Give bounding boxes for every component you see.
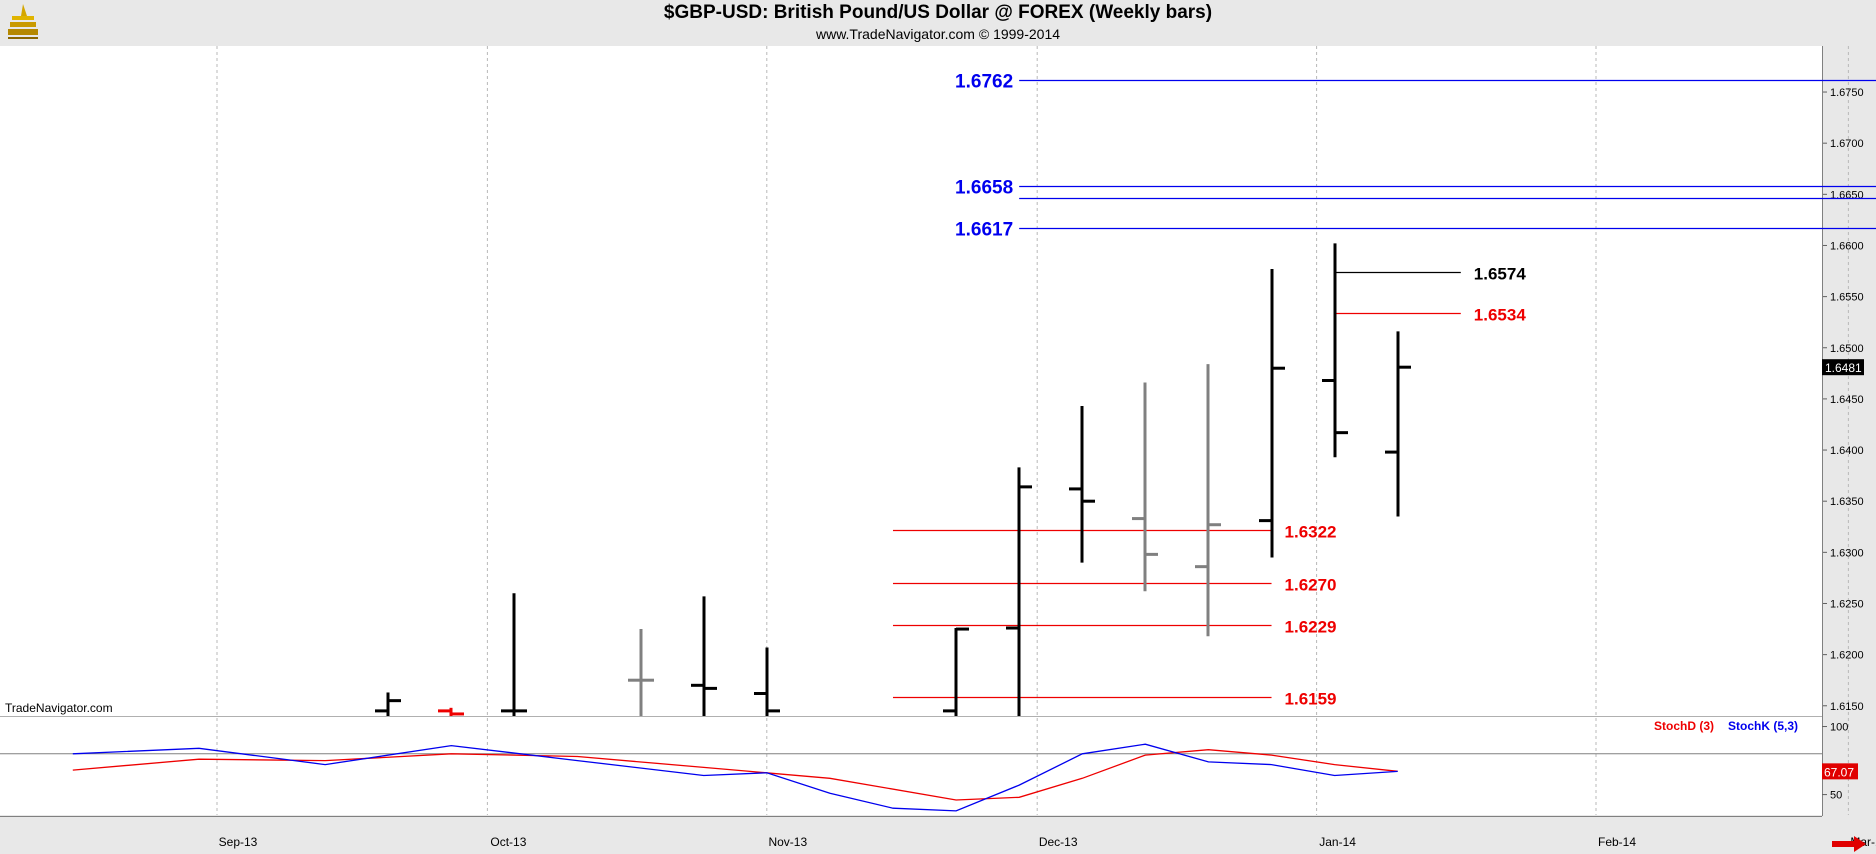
- stoch-k-line: [72, 743, 1398, 812]
- y-tick-label: 1.6450: [1830, 394, 1864, 406]
- stoch-panel: [0, 717, 1822, 815]
- level-label: 1.6658: [955, 178, 1013, 199]
- level-label: 1.6159: [1285, 690, 1337, 709]
- stoch-last-tag: [1822, 763, 1858, 780]
- ohlc-bar: [1385, 331, 1411, 517]
- level-label: 1.6229: [1285, 618, 1337, 637]
- last-price-tag: [1822, 359, 1864, 376]
- y-tick-label: 1.6500: [1830, 343, 1864, 355]
- level-label: 1.6617: [955, 220, 1013, 241]
- ohlc-bar: [1006, 467, 1032, 716]
- y-tick-label: 1.6250: [1830, 598, 1864, 610]
- y-tick-label: 1.6650: [1830, 189, 1864, 201]
- level-label: 1.6762: [955, 72, 1013, 93]
- ohlc-bar: [1132, 382, 1158, 592]
- ohlc-bar: [1195, 364, 1221, 637]
- y-tick-label: 1.6700: [1830, 138, 1864, 150]
- x-tick-label: Feb-14: [1598, 835, 1636, 849]
- y-tick-label: 1.6200: [1830, 650, 1864, 662]
- chart-title: $GBP-USD: British Pound/US Dollar @ FORE…: [663, 2, 1213, 23]
- x-tick-label: Dec-13: [1039, 835, 1078, 849]
- y-tick-label: 1.6300: [1830, 547, 1864, 559]
- ohlc-bar: [1259, 268, 1285, 558]
- y-tick-label: 1.6550: [1830, 292, 1864, 304]
- ohlc-bar: [375, 692, 401, 716]
- ohlc-bar: [1322, 243, 1348, 458]
- x-tick-label: Nov-13: [768, 835, 807, 849]
- stoch-y-tick-label: 100: [1830, 722, 1848, 734]
- trade-navigator-logo-icon[interactable]: [4, 2, 42, 42]
- last-price-label: 1.6481: [1825, 361, 1862, 375]
- x-tick-label: Jan-14: [1319, 835, 1356, 849]
- price-panel: [0, 46, 1822, 716]
- watermark: TradeNavigator.com: [5, 701, 113, 715]
- ohlc-bar: [438, 707, 464, 716]
- stoch-y-tick-label: 50: [1830, 790, 1842, 802]
- x-tick-label: Oct-13: [490, 835, 526, 849]
- y-tick-label: 1.6750: [1830, 87, 1864, 99]
- stoch-last-label: 67.07: [1824, 765, 1854, 779]
- level-label: 1.6574: [1474, 265, 1527, 284]
- legend-stoch-k: StochK (5,3): [1728, 719, 1798, 733]
- ohlc-bar: [628, 629, 654, 716]
- y-tick-label: 1.6150: [1830, 701, 1864, 713]
- level-label: 1.6270: [1285, 576, 1337, 595]
- y-tick-label: 1.6350: [1830, 496, 1864, 508]
- ohlc-bar: [1069, 406, 1095, 563]
- x-tick-label: Sep-13: [219, 835, 258, 849]
- ohlc-bar: [754, 647, 780, 716]
- ohlc-bar: [691, 596, 717, 716]
- ohlc-bar: [943, 627, 969, 716]
- scroll-right-arrow-icon[interactable]: [1832, 836, 1868, 852]
- level-label: 1.6322: [1285, 523, 1337, 542]
- chart-subtitle: www.TradeNavigator.com © 1999-2014: [815, 26, 1061, 42]
- level-label: 1.6534: [1474, 306, 1527, 325]
- legend-stoch-d: StochD (3): [1654, 719, 1714, 733]
- y-tick-label: 1.6600: [1830, 240, 1864, 252]
- y-tick-label: 1.6400: [1830, 445, 1864, 457]
- ohlc-bar: [501, 593, 527, 716]
